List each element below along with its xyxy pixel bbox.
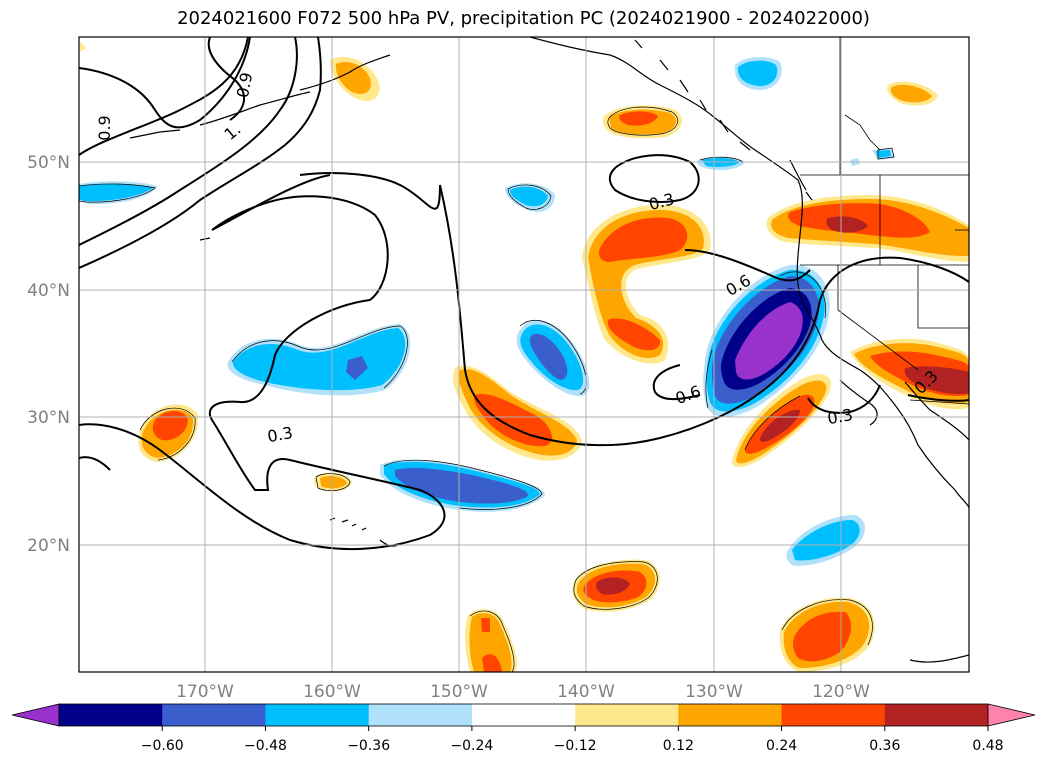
lon-label-120w: 120°W xyxy=(812,682,870,702)
map-area: 0.9 0.9 1. 0.3 0.6 0.6 0.3 0.3 0.3 xyxy=(79,37,969,672)
colorbar-segment xyxy=(781,704,886,726)
lat-label-50n: 50°N xyxy=(27,153,70,173)
lon-label-160w: 160°W xyxy=(303,682,361,702)
contour-label: 0.9 xyxy=(233,71,256,99)
lat-label-40n: 40°N xyxy=(27,281,70,301)
pv-contours xyxy=(79,37,969,551)
contour-label: 0.3 xyxy=(826,405,854,428)
colorbar-segment xyxy=(59,704,163,726)
colorbar-segments xyxy=(59,704,989,726)
colorbar-extend-low xyxy=(11,703,60,727)
precip-outlines xyxy=(79,106,895,672)
colorbar-tick-label: −0.12 xyxy=(554,738,597,754)
map-title: 2024021600 F072 500 hPa PV, precipitatio… xyxy=(177,8,870,29)
colorbar-tick-label: −0.36 xyxy=(347,738,390,754)
colorbar-tick-label: 0.24 xyxy=(766,738,797,754)
lon-label-140w: 140°W xyxy=(557,682,615,702)
colorbar-frame xyxy=(58,703,989,727)
colorbar-segment xyxy=(575,704,679,726)
colorbar-tick-label: −0.48 xyxy=(244,738,287,754)
colorbar-extend-high xyxy=(987,703,1036,727)
contour-label: 0.9 xyxy=(95,115,114,140)
political-borders xyxy=(800,37,969,405)
colorbar-segment xyxy=(884,704,989,726)
lat-label-30n: 30°N xyxy=(27,408,70,428)
colorbar-tick-label: 0.48 xyxy=(972,738,1003,754)
colorbar-segment xyxy=(368,704,473,726)
contour-label: 0.3 xyxy=(266,423,294,446)
colorbar-segment xyxy=(265,704,370,726)
gridlines xyxy=(79,37,969,672)
colorbar-tick-label: −0.60 xyxy=(141,738,184,754)
coastlines xyxy=(129,37,969,663)
map-frame xyxy=(78,36,970,673)
colorbar-tick-label: −0.24 xyxy=(450,738,493,754)
lat-label-20n: 20°N xyxy=(27,536,70,556)
colorbar-segment xyxy=(162,704,266,726)
lon-label-170w: 170°W xyxy=(176,682,234,702)
colorbar-tick-label: 0.36 xyxy=(869,738,900,754)
lon-label-130w: 130°W xyxy=(685,682,743,702)
colorbar-segment xyxy=(678,704,783,726)
latitude-labels: 50°N 40°N 30°N 20°N xyxy=(27,153,70,556)
precip-shading xyxy=(79,42,969,672)
colorbar-segment xyxy=(471,704,576,726)
lon-label-150w: 150°W xyxy=(430,682,488,702)
colorbar-ticks: −0.60 −0.48 −0.36 −0.24 −0.12 0.12 0.24 0.36 0.4… xyxy=(141,726,1004,754)
colorbar: −0.60 −0.48 −0.36 −0.24 −0.12 0.12 0.24 0.36 0.4… xyxy=(11,703,1036,754)
colorbar-tick-label: 0.12 xyxy=(663,738,694,754)
longitude-labels: 170°W 160°W 150°W 140°W 130°W 120°W xyxy=(176,682,870,702)
